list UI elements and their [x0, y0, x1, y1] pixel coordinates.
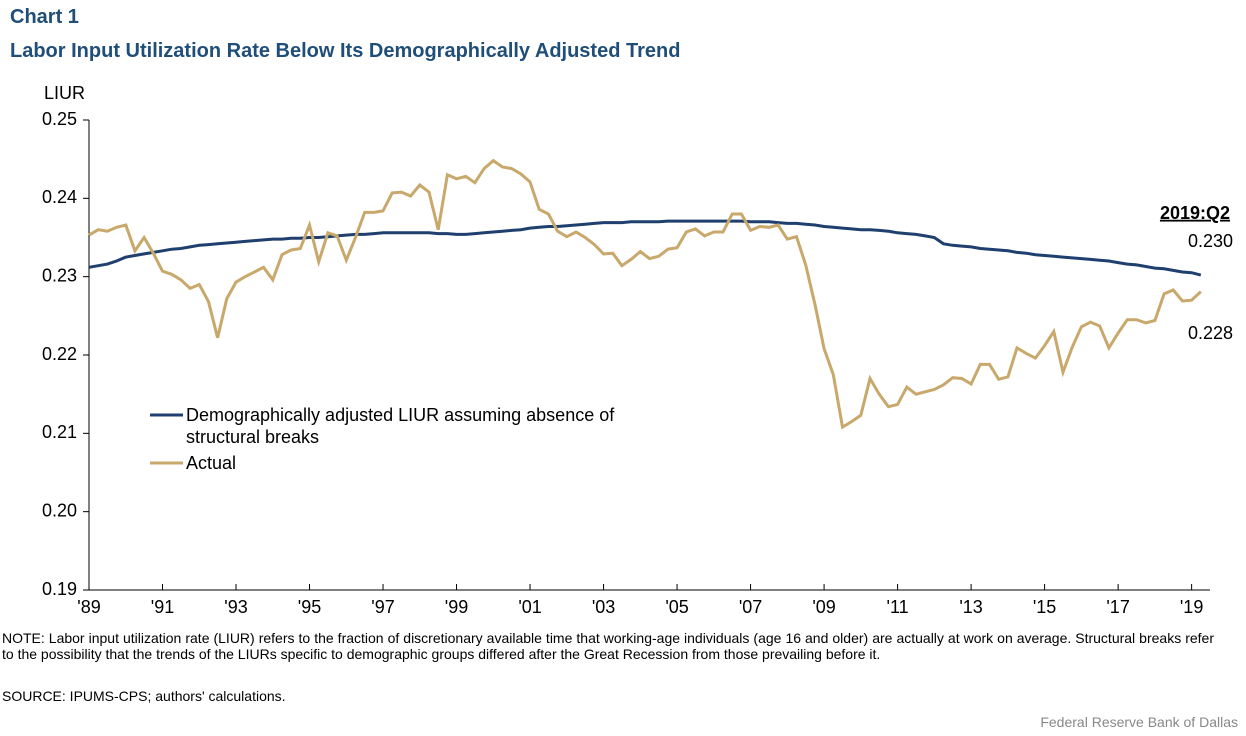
y-tick-label: 0.23 [42, 265, 77, 285]
credit: Federal Reserve Bank of Dallas [1040, 714, 1238, 730]
x-tick-label: '13 [959, 597, 982, 617]
x-tick-label: '17 [1106, 597, 1129, 617]
y-tick-label: 0.22 [42, 344, 77, 364]
line-series [88, 219, 1202, 277]
x-tick-label: '89 [77, 597, 100, 617]
legend-label: Actual [186, 453, 237, 473]
y-tick-label: 0.21 [42, 422, 77, 442]
x-tick-label: '05 [665, 597, 688, 617]
x-tick-label: '15 [1033, 597, 1056, 617]
annotation: 2019:Q2 [1160, 203, 1230, 223]
y-tick-label: 0.19 [42, 579, 77, 599]
x-tick-label: '01 [518, 597, 541, 617]
legend-label: Demographically adjusted LIUR assuming a… [186, 405, 615, 447]
line-series [88, 158, 1202, 430]
x-tick-label: '03 [592, 597, 615, 617]
x-tick-label: '97 [371, 597, 394, 617]
annotation: 0.230 [1188, 231, 1233, 251]
chart-label: Chart 1 [10, 6, 79, 28]
y-axis-label: LIUR [44, 83, 85, 103]
x-tick-label: '93 [224, 597, 247, 617]
y-tick-label: 0.24 [42, 187, 77, 207]
x-tick-label: '95 [298, 597, 321, 617]
note: NOTE: Labor input utilization rate (LIUR… [2, 630, 1214, 662]
x-tick-label: '11 [887, 597, 909, 617]
x-tick-label: '99 [445, 597, 468, 617]
x-tick-label: '09 [812, 597, 835, 617]
y-tick-label: 0.25 [42, 109, 77, 129]
source: SOURCE: IPUMS-CPS; authors' calculations… [2, 688, 286, 704]
x-tick-label: '91 [151, 597, 174, 617]
x-tick-label: '19 [1180, 597, 1203, 617]
y-tick-label: 0.20 [42, 500, 77, 520]
chart-title: Labor Input Utilization Rate Below Its D… [10, 40, 681, 62]
annotation: 0.228 [1188, 323, 1233, 343]
x-tick-label: '07 [739, 597, 762, 617]
